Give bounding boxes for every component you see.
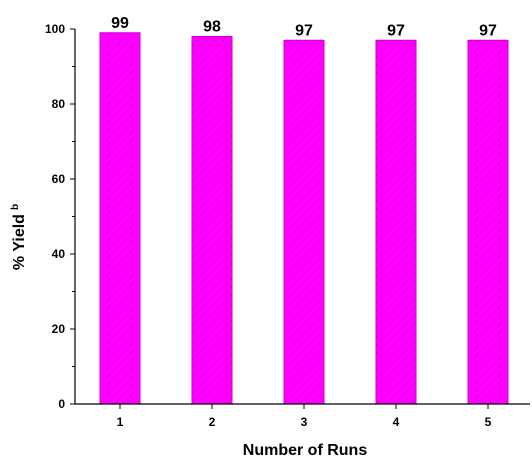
- data-label-run-3: 97: [295, 22, 313, 39]
- y-axis-title: % Yield b: [10, 204, 28, 270]
- axes-group: [70, 28, 530, 409]
- x-tick-label-3: 3: [301, 415, 308, 429]
- x-tick-label-5: 5: [485, 415, 492, 429]
- y-axis-title-text: % Yield: [11, 214, 28, 270]
- bar-run-5: [467, 39, 509, 405]
- labels-group: 99 1 98 2 97 3 97 4 97 5 0 20 40 60 80 100: [45, 15, 497, 429]
- y-tick-label-60: 60: [52, 172, 66, 186]
- data-label-run-4: 97: [387, 22, 405, 39]
- bar-run-2: [191, 36, 233, 405]
- x-tick-label-1: 1: [117, 415, 124, 429]
- data-label-run-2: 98: [203, 19, 221, 36]
- y-tick-label-20: 20: [52, 322, 66, 336]
- data-label-run-5: 97: [479, 22, 497, 39]
- bar-run-3: [283, 39, 325, 405]
- y-tick-label-0: 0: [58, 397, 65, 411]
- y-tick-label-80: 80: [52, 97, 66, 111]
- bar-run-4: [375, 39, 417, 405]
- x-axis-title: Number of Runs: [243, 442, 368, 459]
- data-label-run-1: 99: [111, 15, 129, 32]
- y-tick-label-100: 100: [45, 22, 65, 36]
- y-axis-title-superscript: b: [10, 204, 21, 210]
- x-tick-label-4: 4: [393, 415, 400, 429]
- y-tick-label-40: 40: [52, 247, 66, 261]
- x-tick-label-2: 2: [209, 415, 216, 429]
- bars-group: [99, 32, 509, 405]
- bar-run-1: [99, 32, 141, 405]
